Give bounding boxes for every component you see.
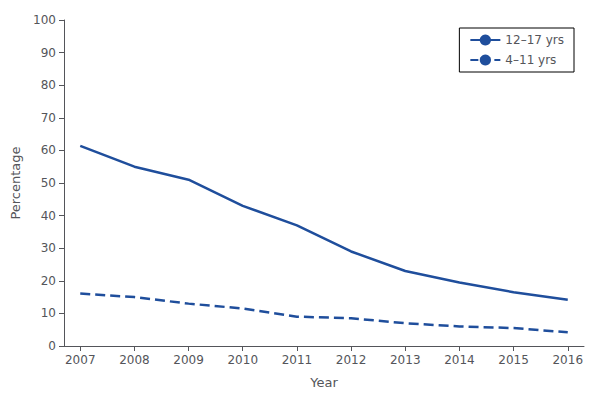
svg-text:0: 0 [48,339,56,353]
svg-text:90: 90 [41,46,56,60]
svg-text:2014: 2014 [444,353,475,367]
svg-text:2007: 2007 [65,353,96,367]
svg-text:4–11 yrs: 4–11 yrs [505,53,556,67]
svg-text:60: 60 [41,143,56,157]
svg-text:12–17 yrs: 12–17 yrs [505,33,564,47]
svg-text:10: 10 [41,306,56,320]
svg-text:2010: 2010 [227,353,258,367]
svg-text:100: 100 [33,13,56,27]
svg-text:Percentage: Percentage [8,146,23,219]
svg-text:Year: Year [309,375,338,390]
svg-text:2016: 2016 [552,353,583,367]
svg-text:70: 70 [41,111,56,125]
svg-text:2012: 2012 [336,353,367,367]
svg-text:2011: 2011 [282,353,313,367]
svg-text:2008: 2008 [119,353,150,367]
svg-text:2013: 2013 [390,353,421,367]
svg-text:80: 80 [41,78,56,92]
svg-text:2015: 2015 [498,353,529,367]
svg-text:2009: 2009 [173,353,204,367]
svg-text:30: 30 [41,241,56,255]
svg-text:20: 20 [41,274,56,288]
svg-text:50: 50 [41,176,56,190]
svg-text:40: 40 [41,209,56,223]
